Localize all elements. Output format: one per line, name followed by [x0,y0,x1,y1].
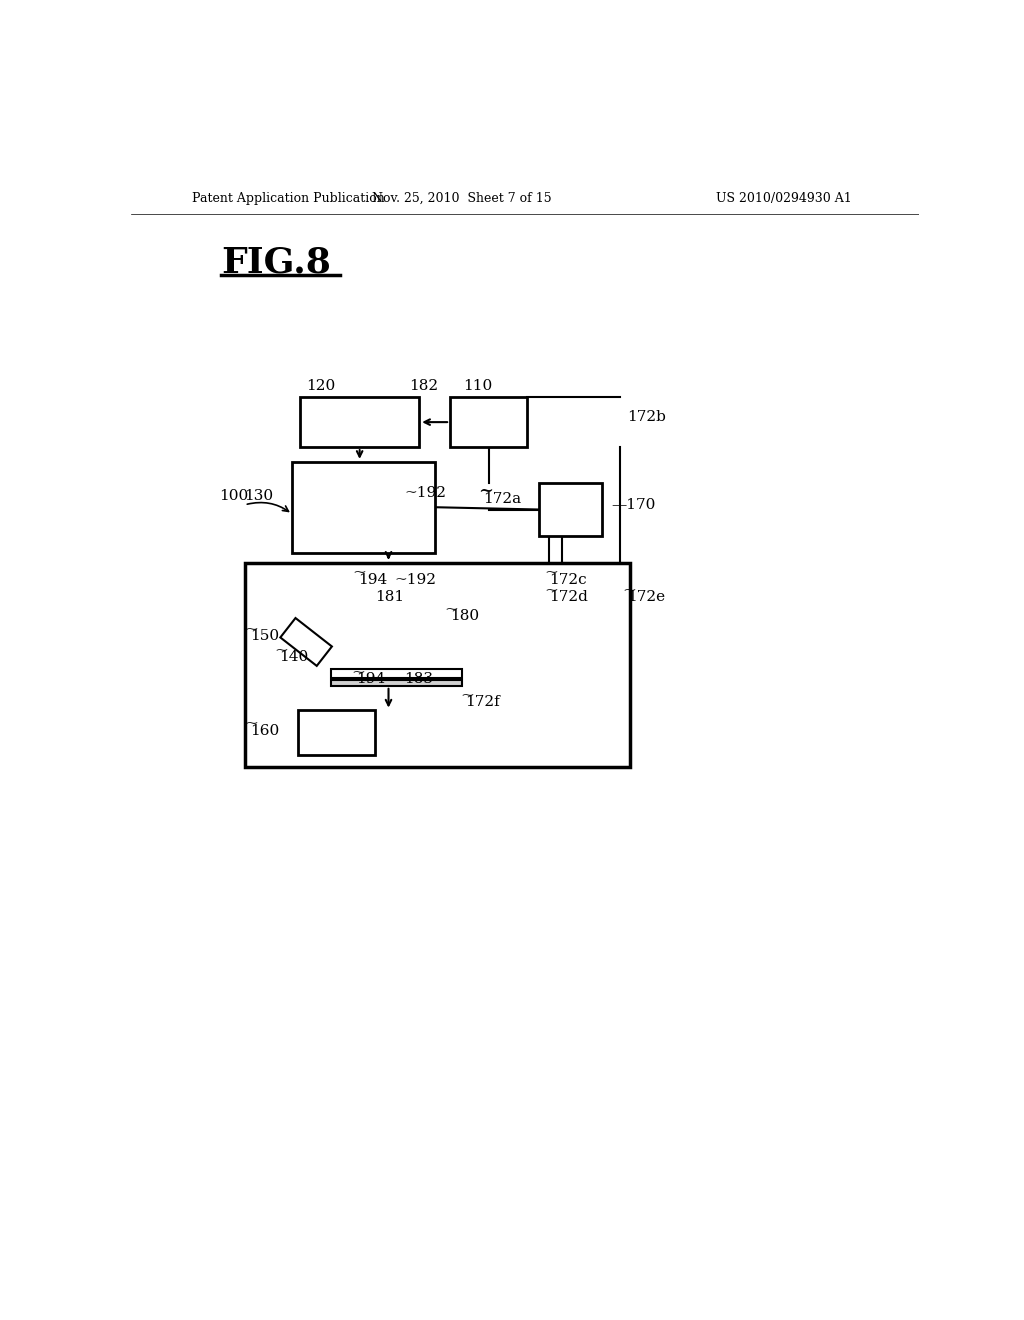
Text: 182: 182 [410,379,438,393]
Text: ~: ~ [544,564,558,581]
Text: 194: 194 [356,672,385,686]
Bar [451,397,527,447]
Bar [300,397,419,447]
Bar [245,562,630,767]
Text: ~: ~ [273,642,288,659]
Text: ~: ~ [544,581,558,598]
Text: 172b: 172b [628,411,666,424]
Text: 172d: 172d [549,590,588,605]
Text: 110: 110 [463,379,493,393]
Bar [539,483,602,536]
Text: 183: 183 [403,672,433,686]
Text: ~: ~ [622,581,636,598]
Text: 120: 120 [306,379,336,393]
Text: 180: 180 [451,609,479,623]
Text: 100: 100 [219,488,249,503]
Text: ~: ~ [245,714,258,731]
Bar [298,710,376,755]
Text: 160: 160 [250,723,280,738]
Text: 130: 130 [245,490,273,503]
Text: ~: ~ [351,663,365,680]
Text: —170: —170 [611,498,656,512]
Text: ~: ~ [245,619,258,636]
Text: 181: 181 [376,590,404,605]
Text: 172c: 172c [549,573,587,586]
Text: 150: 150 [250,628,279,643]
Bar [292,462,435,553]
Text: Patent Application Publication: Patent Application Publication [193,191,385,205]
Polygon shape [281,618,332,665]
Text: US 2010/0294930 A1: US 2010/0294930 A1 [716,191,852,205]
Text: 172e: 172e [628,590,666,605]
Text: ~: ~ [352,564,367,581]
Text: 194: 194 [357,573,387,586]
Text: 172f: 172f [466,696,501,709]
Text: ~: ~ [460,686,474,702]
Text: ~: ~ [444,599,459,616]
Text: 172a: 172a [483,492,521,506]
Text: FIG.8: FIG.8 [221,246,332,280]
Text: 140: 140 [280,651,308,664]
Text: Nov. 25, 2010  Sheet 7 of 15: Nov. 25, 2010 Sheet 7 of 15 [372,191,552,205]
Text: ~192: ~192 [403,486,445,500]
Text: ~: ~ [478,482,493,500]
Bar [331,680,462,686]
Bar [331,669,462,678]
Text: ~192: ~192 [394,573,436,586]
